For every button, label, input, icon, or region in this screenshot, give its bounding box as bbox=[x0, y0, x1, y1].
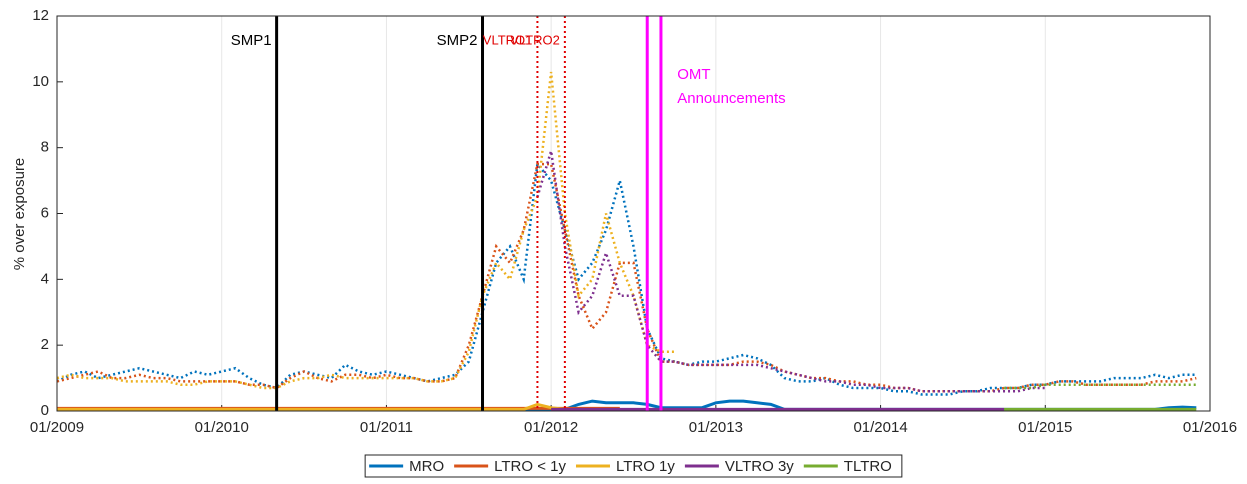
event-label: SMP2 bbox=[437, 32, 478, 49]
legend-label: TLTRO bbox=[844, 458, 892, 475]
x-tick-label: 01/2014 bbox=[853, 419, 907, 436]
legend-label: VLTRO 3y bbox=[725, 458, 794, 475]
series-line-dotted bbox=[536, 150, 1046, 393]
x-tick-label: 01/2013 bbox=[689, 419, 743, 436]
legend-label: LTRO 1y bbox=[616, 458, 675, 475]
y-tick-label: 2 bbox=[41, 336, 49, 353]
y-tick-label: 8 bbox=[41, 139, 49, 156]
x-tick-label: 01/2012 bbox=[524, 419, 578, 436]
series-line-dotted bbox=[56, 161, 1197, 396]
event-label: SMP1 bbox=[231, 32, 272, 49]
legend-label: MRO bbox=[409, 458, 444, 475]
y-tick-label: 12 bbox=[32, 7, 49, 24]
plot-area bbox=[57, 16, 1210, 411]
x-tick-label: 01/2009 bbox=[30, 419, 84, 436]
event-label: OMT bbox=[677, 66, 710, 83]
series-line-dotted bbox=[56, 71, 675, 390]
series-line-dotted bbox=[1004, 383, 1197, 390]
event-label: VLTRO1 bbox=[483, 32, 533, 47]
event-label: VLTRO2 bbox=[510, 32, 560, 47]
x-tick-label: 01/2010 bbox=[195, 419, 249, 436]
legend-label: LTRO < 1y bbox=[494, 458, 566, 475]
y-tick-label: 0 bbox=[41, 402, 49, 419]
series-line bbox=[57, 402, 566, 411]
y-tick-label: 6 bbox=[41, 204, 49, 221]
y-tick-label: 10 bbox=[32, 73, 49, 90]
y-axis-label: % over exposure bbox=[11, 158, 28, 271]
y-tick-label: 4 bbox=[41, 270, 49, 287]
legend: MRO LTRO < 1y LTRO 1y VLTRO 3y TLTRO bbox=[364, 454, 903, 478]
axes-box bbox=[56, 15, 1211, 412]
x-tick-label: 01/2015 bbox=[1018, 419, 1072, 436]
legend-box bbox=[364, 454, 903, 478]
event-label: Announcements bbox=[677, 90, 785, 107]
x-tick-label: 01/2011 bbox=[360, 419, 413, 436]
x-tick-label: 01/2016 bbox=[1183, 419, 1237, 436]
